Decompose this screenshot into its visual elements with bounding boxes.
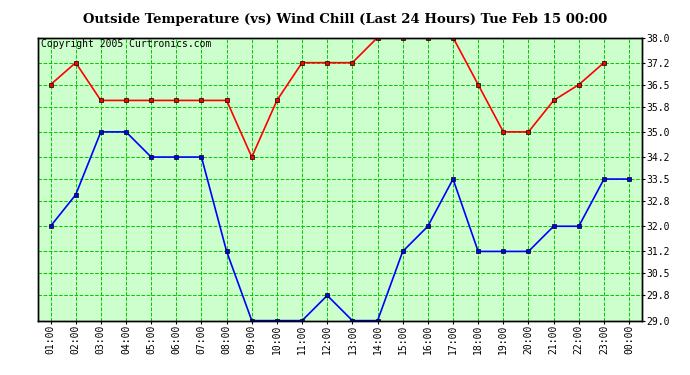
Text: Copyright 2005 Curtronics.com: Copyright 2005 Curtronics.com [41, 39, 211, 49]
Text: Outside Temperature (vs) Wind Chill (Last 24 Hours) Tue Feb 15 00:00: Outside Temperature (vs) Wind Chill (Las… [83, 13, 607, 26]
